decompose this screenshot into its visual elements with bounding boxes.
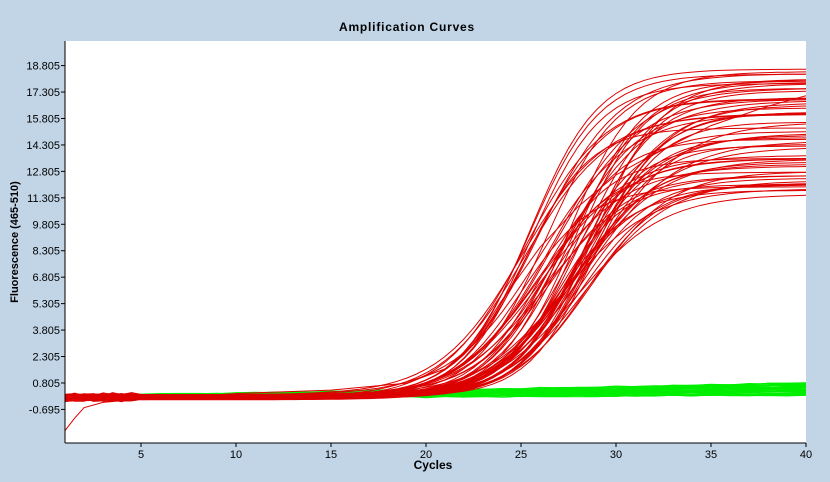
y-tick-label: 11.305 bbox=[27, 193, 60, 205]
y-tick-label: 6.805 bbox=[32, 272, 60, 284]
y-tick-label: 0.805 bbox=[32, 378, 60, 390]
x-tick-label: 40 bbox=[800, 449, 812, 461]
x-axis-label: Cycles bbox=[413, 458, 453, 472]
x-tick-label: 25 bbox=[515, 449, 527, 461]
y-tick-label: -0.695 bbox=[29, 404, 60, 416]
y-tick-label: 9.805 bbox=[32, 219, 60, 231]
x-tick-label: 35 bbox=[705, 449, 717, 461]
x-tick-label: 20 bbox=[420, 449, 432, 461]
y-tick-label: 15.805 bbox=[26, 113, 60, 125]
x-tick-label: 10 bbox=[230, 449, 242, 461]
positive-curve bbox=[65, 158, 806, 402]
y-tick-label: 17.305 bbox=[26, 87, 60, 99]
chart-title: Amplification Curves bbox=[338, 20, 476, 34]
y-tick-label: 2.305 bbox=[32, 352, 60, 364]
y-tick-label: 14.305 bbox=[26, 140, 60, 152]
positive-curve bbox=[65, 184, 806, 400]
curves-group bbox=[65, 68, 806, 432]
positive-curve bbox=[65, 175, 806, 397]
axes-group: -0.695 0.805 2.305 3.805 5.305 6.805 8.305 9.80… bbox=[26, 41, 812, 461]
y-tick-label: 18.805 bbox=[26, 61, 60, 73]
y-tick-label: 5.305 bbox=[32, 299, 60, 311]
y-tick-label: 8.305 bbox=[32, 246, 60, 258]
y-tick-label: 12.805 bbox=[26, 166, 60, 178]
x-tick-label: 15 bbox=[325, 449, 337, 461]
x-tick-label: 30 bbox=[610, 449, 622, 461]
x-tick-label: 5 bbox=[138, 449, 144, 461]
y-tick-label: 3.805 bbox=[32, 325, 60, 337]
positive-curve bbox=[65, 95, 806, 432]
